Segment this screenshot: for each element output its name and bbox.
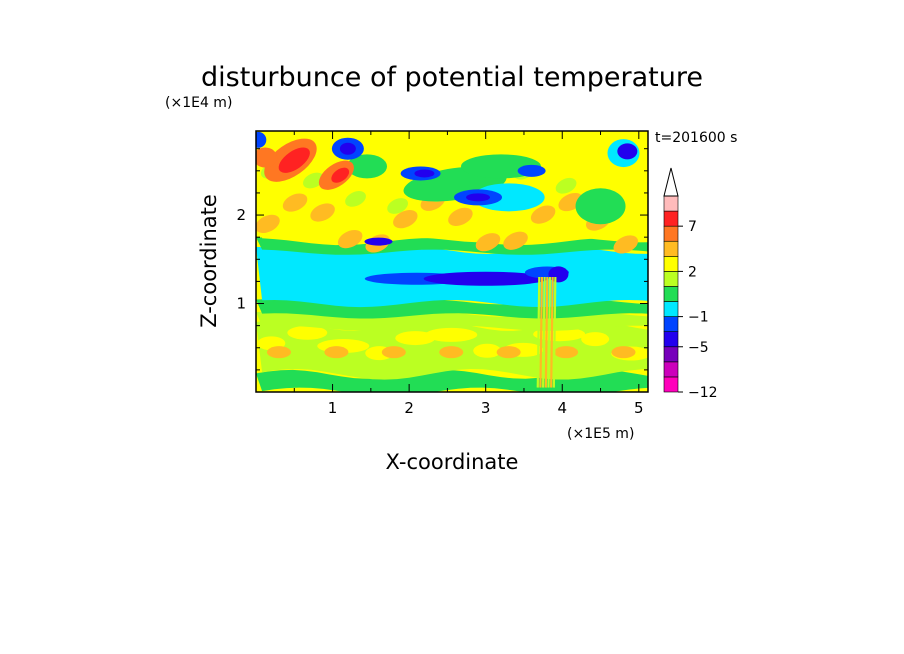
upper-orange-patch — [337, 230, 363, 249]
y-axis-unit: (×1E4 m) — [165, 95, 232, 111]
y-tick-label: 1 — [236, 295, 246, 313]
upper-green-patch — [347, 154, 388, 179]
colorbar-swatch — [663, 286, 679, 302]
colorbar-swatch — [663, 346, 679, 363]
colorbar-label: 7 — [688, 219, 697, 235]
colorbar-label: −1 — [688, 310, 709, 326]
y-axis: 12 — [236, 148, 648, 371]
colorbar-swatch — [663, 361, 679, 378]
upper-orange-patch — [282, 193, 308, 212]
colorbar-swatch — [663, 225, 679, 242]
plot-frame — [255, 130, 649, 393]
x-tick-label: 1 — [328, 399, 338, 417]
colorbar-swatch — [663, 331, 679, 348]
upper-orange-patch — [256, 214, 280, 233]
wave-streak — [544, 276, 549, 388]
band-lower-green — [256, 369, 648, 392]
x-tick-label: 2 — [404, 399, 414, 417]
colorbar-swatch — [663, 256, 679, 272]
lower-orange-patch — [554, 346, 579, 359]
cold-anomaly-core — [414, 169, 435, 178]
time-label: t=201600 s — [655, 130, 737, 146]
x-axis-unit: (×1E5 m) — [567, 426, 634, 442]
cold-anomaly — [256, 131, 267, 148]
upper-yellowgreen-patch — [345, 191, 366, 207]
colorbar-label: 2 — [688, 264, 697, 280]
blue-streak — [548, 266, 569, 283]
upper-orange-patch — [613, 235, 639, 254]
blue-streak — [423, 271, 548, 286]
upper-orange-patch — [503, 231, 528, 250]
cold-anomaly-core — [617, 143, 638, 160]
colorbar-swatch — [663, 316, 679, 332]
upper-yellowgreen-patch — [555, 177, 577, 194]
y-tick-label: 2 — [236, 206, 246, 224]
colorbar-swatch — [663, 301, 679, 317]
x-tick-label: 3 — [481, 399, 491, 417]
warm-anomaly — [256, 147, 278, 168]
wave-streak — [552, 276, 557, 388]
wave-streak — [542, 276, 546, 388]
wave-streak — [536, 276, 541, 388]
x-tick-label: 4 — [557, 399, 567, 417]
cold-anomaly — [364, 237, 393, 246]
colorbar: 7 2 −1 −5 −12 — [663, 167, 718, 401]
colorbar-swatch — [663, 271, 679, 287]
upper-cyan-patch — [472, 183, 545, 212]
x-axis: 1 2 3 4 5 — [293, 131, 644, 417]
upper-orange-patch — [448, 207, 473, 226]
colorbar-extension-arrow — [663, 167, 679, 197]
lower-yellow-patch — [395, 331, 436, 346]
upper-orange-patch — [530, 205, 556, 224]
colorbar-swatch — [663, 210, 679, 227]
upper-green-patch — [575, 188, 626, 225]
wave-streak — [550, 276, 554, 388]
lower-orange-patch — [324, 346, 349, 359]
x-axis-label: X-coordinate — [386, 450, 519, 474]
heatmap-field — [256, 131, 648, 392]
cold-anomaly-core — [466, 193, 491, 202]
lower-yellow-patch — [581, 332, 610, 347]
cold-anomaly-core — [339, 142, 356, 155]
lower-yellow-patch — [287, 325, 328, 340]
colorbar-swatch — [663, 195, 679, 212]
y-axis-label: Z-coordinate — [197, 194, 221, 328]
warm-anomaly-core — [331, 167, 350, 183]
colorbar-swatch — [663, 240, 679, 257]
field-contours — [256, 131, 648, 392]
wave-streak — [539, 276, 544, 388]
lower-orange-patch — [496, 346, 521, 359]
lower-orange-patch — [381, 346, 406, 359]
chart-title: disturbunce of potential temperature — [201, 62, 703, 93]
upper-yellowgreen-patch — [303, 172, 324, 189]
lower-yellow-patch — [425, 327, 478, 342]
colorbar-label: −5 — [688, 340, 709, 356]
lower-orange-patch — [439, 346, 464, 359]
upper-yellowgreen-patch — [387, 198, 409, 214]
upper-orange-patch — [393, 210, 418, 229]
lower-orange-patch — [611, 346, 636, 359]
cold-anomaly — [517, 164, 546, 177]
upper-orange-patch — [310, 203, 335, 222]
upper-orange-patch — [475, 233, 501, 252]
colorbar-label: −12 — [688, 385, 718, 401]
warm-anomaly-core — [278, 147, 310, 173]
lower-yellow-patch — [473, 343, 502, 358]
x-tick-label: 5 — [634, 399, 644, 417]
lower-orange-patch — [266, 346, 291, 359]
colorbar-swatch — [663, 376, 679, 393]
wave-streak — [547, 276, 552, 388]
